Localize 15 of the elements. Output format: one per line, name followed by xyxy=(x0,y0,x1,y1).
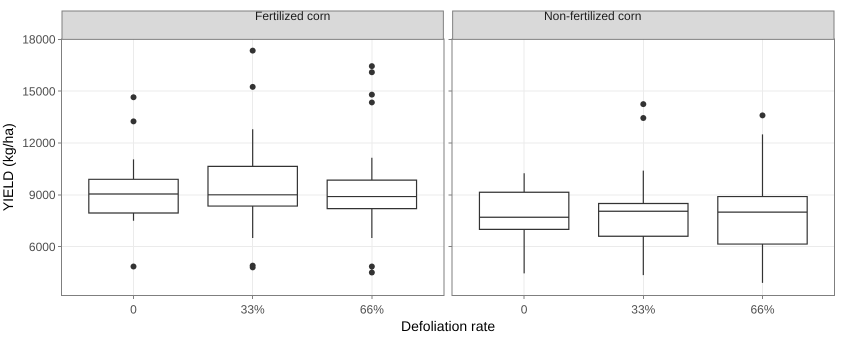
y-axis-title: YIELD (kg/ha) xyxy=(0,123,16,212)
x-tick-label: 33% xyxy=(240,302,266,316)
chart-title: Fertilized corn xyxy=(255,9,330,23)
x-tick-label: 33% xyxy=(631,302,656,316)
x-tick-label: 66% xyxy=(360,302,384,316)
y-tick-label: 12000 xyxy=(22,136,56,150)
y-tick-label: 9000 xyxy=(28,188,56,202)
x-tick-label: 66% xyxy=(750,302,775,316)
y-tick-label: 18000 xyxy=(22,32,56,47)
x-tick-label: 0 xyxy=(520,302,528,316)
y-tick-label: 15000 xyxy=(22,84,56,98)
chart-title: Non-fertilized corn xyxy=(544,9,642,23)
x-tick-label: 0 xyxy=(130,302,138,316)
x-axis-title: Defoliation rate xyxy=(401,318,496,334)
y-tick-label: 6000 xyxy=(28,240,56,254)
